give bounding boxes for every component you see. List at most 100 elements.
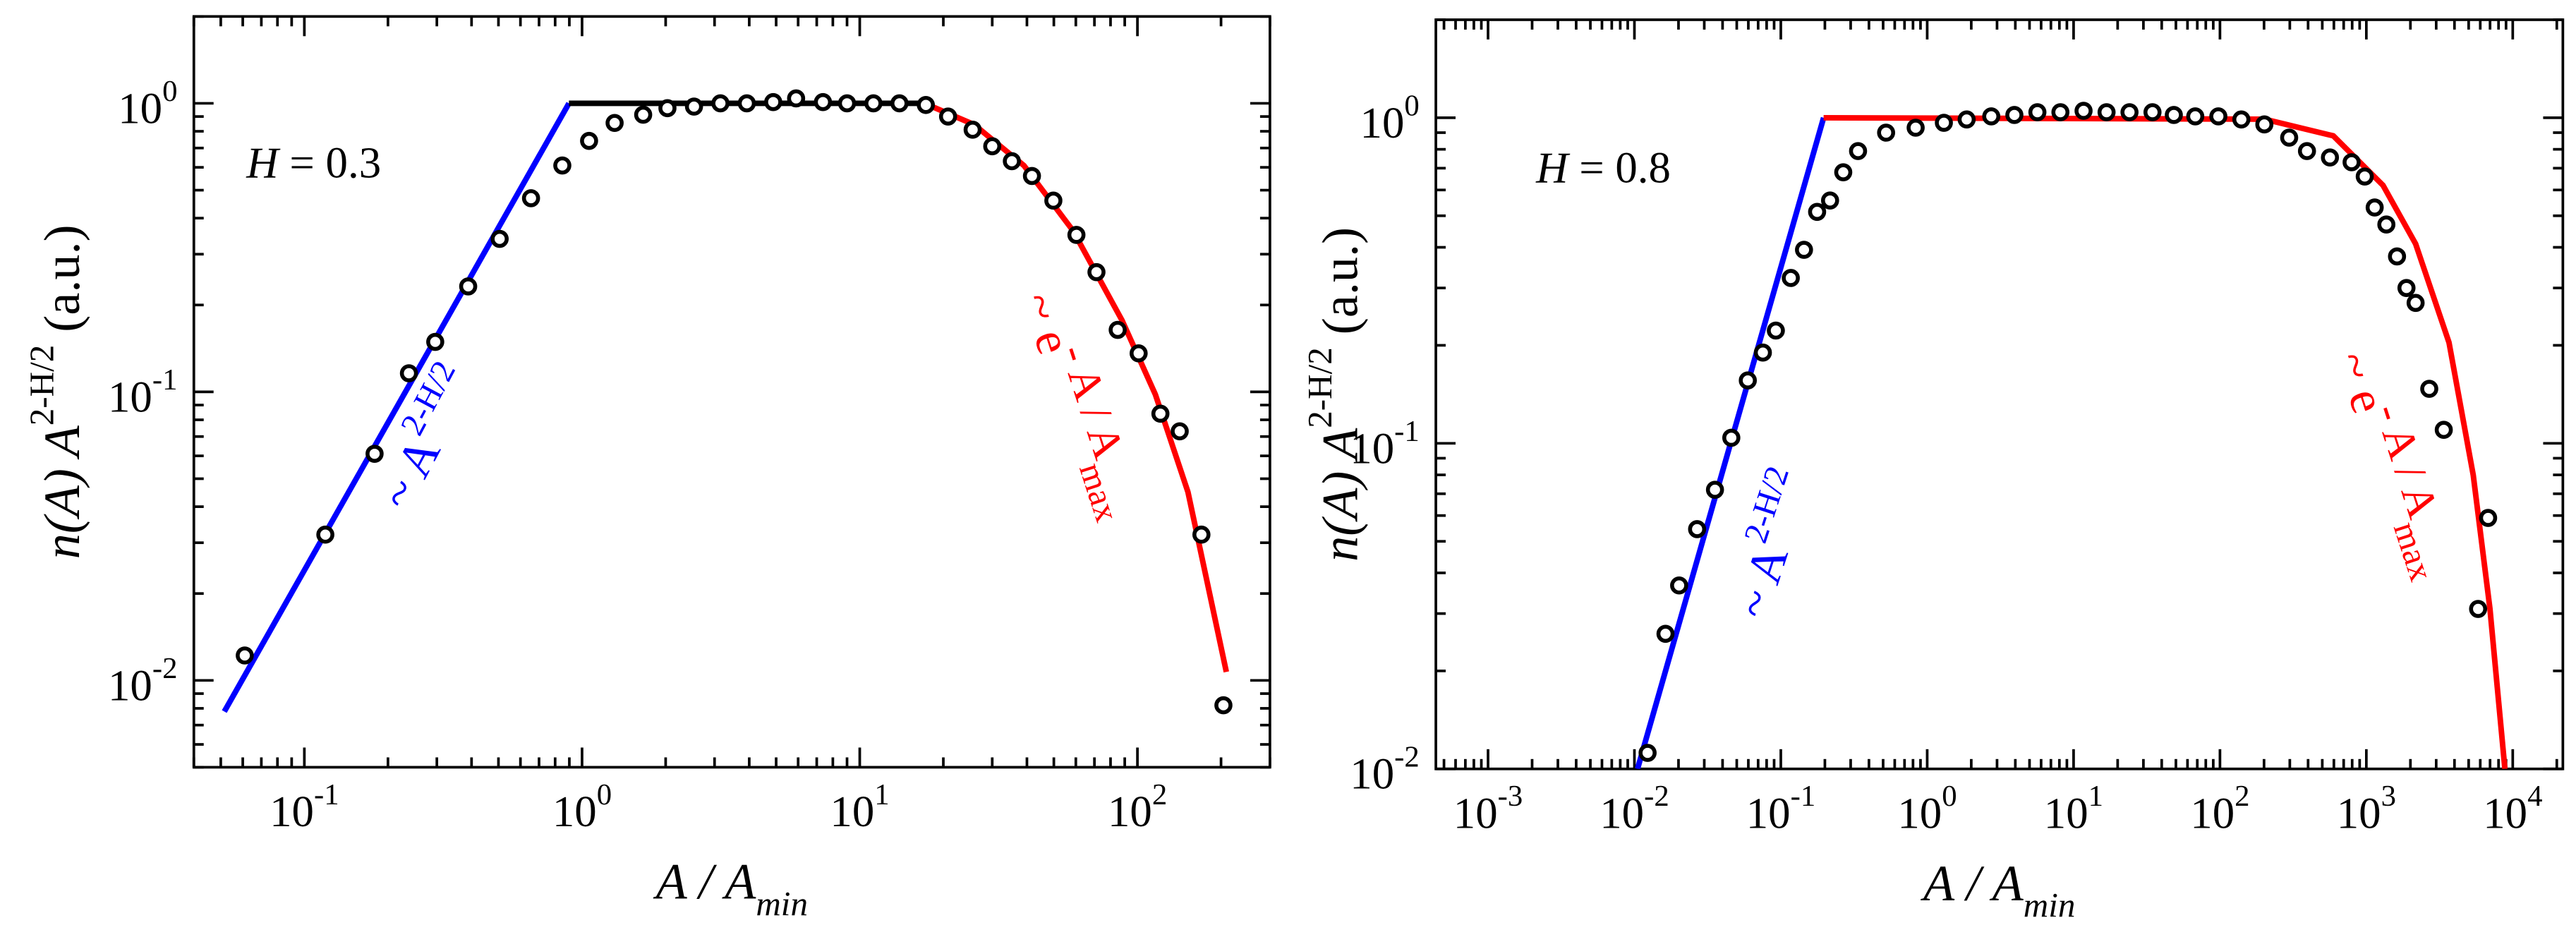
y-axis-label-part: (a.u.) xyxy=(34,224,90,344)
x-tick-label-part: 2 xyxy=(1152,778,1167,811)
x-tick-label: 101 xyxy=(830,778,889,836)
x-tick-label: 100 xyxy=(552,778,612,836)
data-point xyxy=(1849,142,1868,160)
data-point xyxy=(2321,148,2340,167)
x-tick-label-part: -1 xyxy=(1791,780,1816,813)
data-point xyxy=(2051,103,2070,121)
x-tick-label: 10-3 xyxy=(1453,780,1523,838)
y-tick-label-part: 10 xyxy=(108,372,152,421)
data-point xyxy=(399,364,418,382)
data-point xyxy=(1670,576,1688,595)
x-axis-label-part: A / A xyxy=(653,854,757,910)
data-point xyxy=(1982,107,2001,126)
data-point xyxy=(426,332,445,351)
data-point xyxy=(2388,247,2407,266)
data-point xyxy=(963,121,982,139)
data-point xyxy=(1767,321,1785,340)
y-tick-label: 100 xyxy=(1360,89,1420,147)
data-point xyxy=(658,99,677,118)
x-tick-label: 10-1 xyxy=(1746,780,1815,838)
y-tick-label-part: -2 xyxy=(152,652,178,685)
data-point xyxy=(2355,167,2374,186)
x-tick-label-part: 10 xyxy=(2483,789,2527,838)
y-tick-label: 10-1 xyxy=(1350,415,1419,473)
data-point xyxy=(236,646,254,665)
y-tick-label-part: 10 xyxy=(118,83,162,133)
data-point xyxy=(521,189,540,207)
x-tick-label-part: 0 xyxy=(1942,780,1957,813)
data-point xyxy=(580,131,598,150)
data-point xyxy=(2143,103,2162,121)
x-tick-label: 10-1 xyxy=(270,778,339,836)
data-point xyxy=(1739,371,1758,390)
data-point xyxy=(2297,142,2316,160)
y-tick-label-part: 10 xyxy=(1360,98,1405,147)
y-tick-label-part: -2 xyxy=(1394,740,1420,773)
x-tick-label-part: 10 xyxy=(1746,789,1791,838)
y-axis-label: n(A) A2-H/2 (a.u.) xyxy=(1300,227,1368,562)
x-tick-label-part: 10 xyxy=(2337,789,2381,838)
data-point xyxy=(1003,152,1021,171)
x-tick-label-part: 1 xyxy=(874,778,889,811)
data-point xyxy=(459,277,478,296)
annotation: H = 0.3 xyxy=(246,138,381,188)
x-axis-label: A / Amin xyxy=(653,854,808,923)
data-point xyxy=(1108,320,1127,339)
data-point xyxy=(1214,696,1233,715)
annotation: ~ e- A / Amax xyxy=(1011,280,1152,528)
data-point xyxy=(2420,380,2438,398)
x-tick-label-part: 10 xyxy=(1108,787,1152,836)
x-tick-label-part: 10 xyxy=(1453,789,1498,838)
data-point xyxy=(1906,119,1925,137)
data-point xyxy=(1022,167,1041,186)
data-point xyxy=(2255,115,2274,134)
x-tick-label-part: -3 xyxy=(1498,780,1523,813)
x-tick-label-part: -2 xyxy=(1644,780,1669,813)
y-tick-label-part: 10 xyxy=(108,660,152,710)
data-point xyxy=(1782,269,1800,287)
annotation: H = 0.8 xyxy=(1535,143,1671,193)
data-point xyxy=(1192,525,1211,544)
y-tick-label: 10-2 xyxy=(108,652,177,710)
y-axis-label-part: n(A) A xyxy=(1312,428,1368,562)
x-tick-label-part: 10 xyxy=(2190,789,2235,838)
x-tick-label: 100 xyxy=(1897,780,1957,838)
x-tick-label-part: -1 xyxy=(314,778,339,811)
plot-frame xyxy=(192,15,1271,769)
data-point xyxy=(1151,404,1170,423)
x-axis-label-part: A / A xyxy=(1921,855,2024,912)
data-point xyxy=(553,156,572,175)
data-point xyxy=(2232,110,2251,129)
data-point xyxy=(2097,103,2116,121)
data-point xyxy=(365,445,384,463)
y-axis-label-part: (a.u.) xyxy=(1312,227,1368,347)
annotation-part: ~ A xyxy=(1725,539,1799,624)
annotation-part: H xyxy=(1535,143,1571,193)
data-point xyxy=(1087,262,1106,282)
data-point xyxy=(2434,421,2453,440)
annotation-part: - A / A xyxy=(1051,338,1135,464)
x-tick-label: 103 xyxy=(2337,780,2396,838)
x-tick-label-part: 10 xyxy=(270,787,314,836)
x-tick-label-part: 10 xyxy=(1897,789,1942,838)
y-axis-label-part: n(A) A xyxy=(34,425,90,559)
annotation-part: - A / A xyxy=(2365,397,2448,524)
data-point xyxy=(2469,600,2488,618)
data-point xyxy=(2120,103,2139,121)
data-point xyxy=(787,89,806,108)
data-point xyxy=(2280,128,2299,147)
data-point xyxy=(764,92,782,111)
data-point xyxy=(2406,294,2425,313)
data-point xyxy=(2365,198,2384,217)
annotation-part: = 0.8 xyxy=(1568,143,1671,193)
curve xyxy=(222,102,572,713)
annotation: ~ e- A / Amax xyxy=(2326,339,2467,587)
y-tick-label-part: -1 xyxy=(1394,415,1420,448)
x-tick-label-part: 10 xyxy=(2044,789,2088,838)
data-point xyxy=(634,105,653,124)
x-tick-label-part: 0 xyxy=(597,778,612,811)
x-axis-label-part: min xyxy=(2024,885,2076,924)
